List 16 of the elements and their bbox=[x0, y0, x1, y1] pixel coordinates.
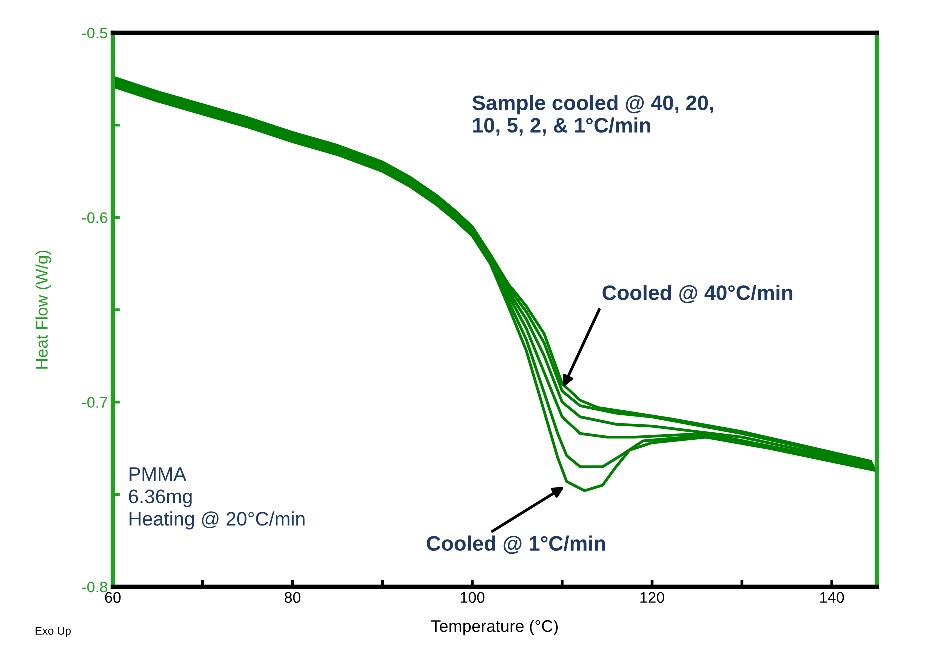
annotation: Cooled @ 40°C/min bbox=[602, 285, 793, 304]
y-axis-title: Heat Flow (W/g) bbox=[36, 250, 52, 369]
y-tick-label: -0.7 bbox=[82, 397, 108, 408]
y-tick-label: -0.6 bbox=[82, 212, 108, 224]
x-tick-label: 140 bbox=[820, 592, 844, 604]
x-tick-label: 100 bbox=[460, 592, 485, 604]
text: Exo Up bbox=[36, 627, 71, 638]
annotation: Cooled @ 1°C/min bbox=[427, 536, 606, 554]
x-tick-label: 60 bbox=[105, 592, 121, 604]
annotation: Sample cooled @ 40, 20, 10, 5, 2, & 1°C/min bbox=[472, 95, 714, 136]
y-tick-label: -0.8 bbox=[82, 582, 108, 593]
annotation: PMMA 6.36mg Heating @ 20°C/min bbox=[129, 468, 305, 530]
x-tick-label: 80 bbox=[284, 592, 301, 604]
x-axis-title: Temperature (°C) bbox=[431, 620, 558, 636]
y-tick-label: -0.5 bbox=[82, 28, 108, 39]
x-tick-label: 120 bbox=[640, 592, 664, 604]
